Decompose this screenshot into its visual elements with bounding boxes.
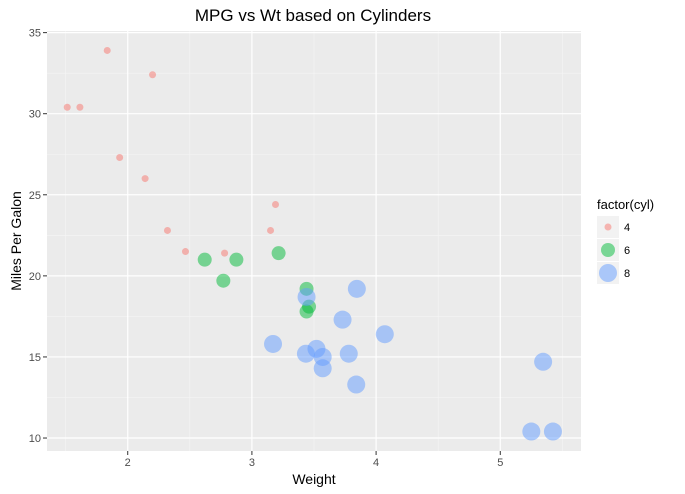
data-point-cyl-4 xyxy=(267,226,275,234)
x-tick-label: 5 xyxy=(497,457,503,469)
legend-label: 8 xyxy=(624,268,630,280)
minor-gridlines xyxy=(47,31,581,451)
data-point-cyl-8 xyxy=(339,344,358,363)
data-point-cyl-8 xyxy=(534,352,553,371)
chart-title: MPG vs Wt based on Cylinders xyxy=(195,6,431,25)
data-point-cyl-8 xyxy=(375,325,394,344)
data-point-cyl-4 xyxy=(116,153,124,161)
data-point-cyl-4 xyxy=(63,103,71,111)
data-point-cyl-4 xyxy=(76,103,84,111)
y-tick-label: 20 xyxy=(29,271,41,283)
data-point-cyl-6 xyxy=(216,273,231,288)
x-tick-label: 2 xyxy=(125,457,131,469)
legend-swatch-8 xyxy=(599,264,617,282)
y-axis-ticks: 10 15 20 25 30 35 xyxy=(29,28,47,445)
data-point-cyl-8 xyxy=(264,334,283,353)
y-tick-label: 30 xyxy=(29,109,41,121)
data-point-cyl-4 xyxy=(272,201,280,209)
data-point-cyl-8 xyxy=(333,310,352,329)
data-point-cyl-4 xyxy=(221,249,229,257)
legend-swatch-4 xyxy=(604,223,612,231)
data-point-cyl-4 xyxy=(141,175,149,183)
data-point-cyl-4 xyxy=(181,248,189,256)
y-tick-label: 35 xyxy=(29,28,41,40)
x-tick-label: 3 xyxy=(249,457,255,469)
y-tick-label: 25 xyxy=(29,190,41,202)
data-point-cyl-8 xyxy=(347,279,366,298)
data-point-cyl-8 xyxy=(313,347,332,366)
data-point-cyl-8 xyxy=(297,287,316,306)
x-axis-title: Weight xyxy=(292,471,335,487)
data-point-cyl-6 xyxy=(229,252,244,267)
data-point-cyl-8 xyxy=(522,422,541,441)
data-point-cyl-4 xyxy=(103,46,111,54)
x-axis-ticks: 2 3 4 5 xyxy=(125,451,503,469)
legend-label: 4 xyxy=(624,222,630,234)
data-point-cyl-6 xyxy=(197,252,212,267)
y-axis-title: Miles Per Galon xyxy=(8,191,24,291)
data-point-cyl-4 xyxy=(149,71,157,79)
legend-title: factor(cyl) xyxy=(597,197,654,212)
data-point-cyl-6 xyxy=(271,246,286,261)
major-gridlines xyxy=(47,31,581,451)
data-point-cyl-8 xyxy=(347,375,366,394)
y-tick-label: 10 xyxy=(29,433,41,445)
x-tick-label: 4 xyxy=(373,457,379,469)
legend-swatch-6 xyxy=(601,243,615,257)
data-point-cyl-4 xyxy=(163,226,171,234)
y-tick-label: 15 xyxy=(29,352,41,364)
legend-label: 6 xyxy=(624,245,630,257)
legend: factor(cyl) 4 6 8 xyxy=(597,197,654,284)
data-points xyxy=(63,46,562,441)
data-point-cyl-8 xyxy=(543,422,562,441)
